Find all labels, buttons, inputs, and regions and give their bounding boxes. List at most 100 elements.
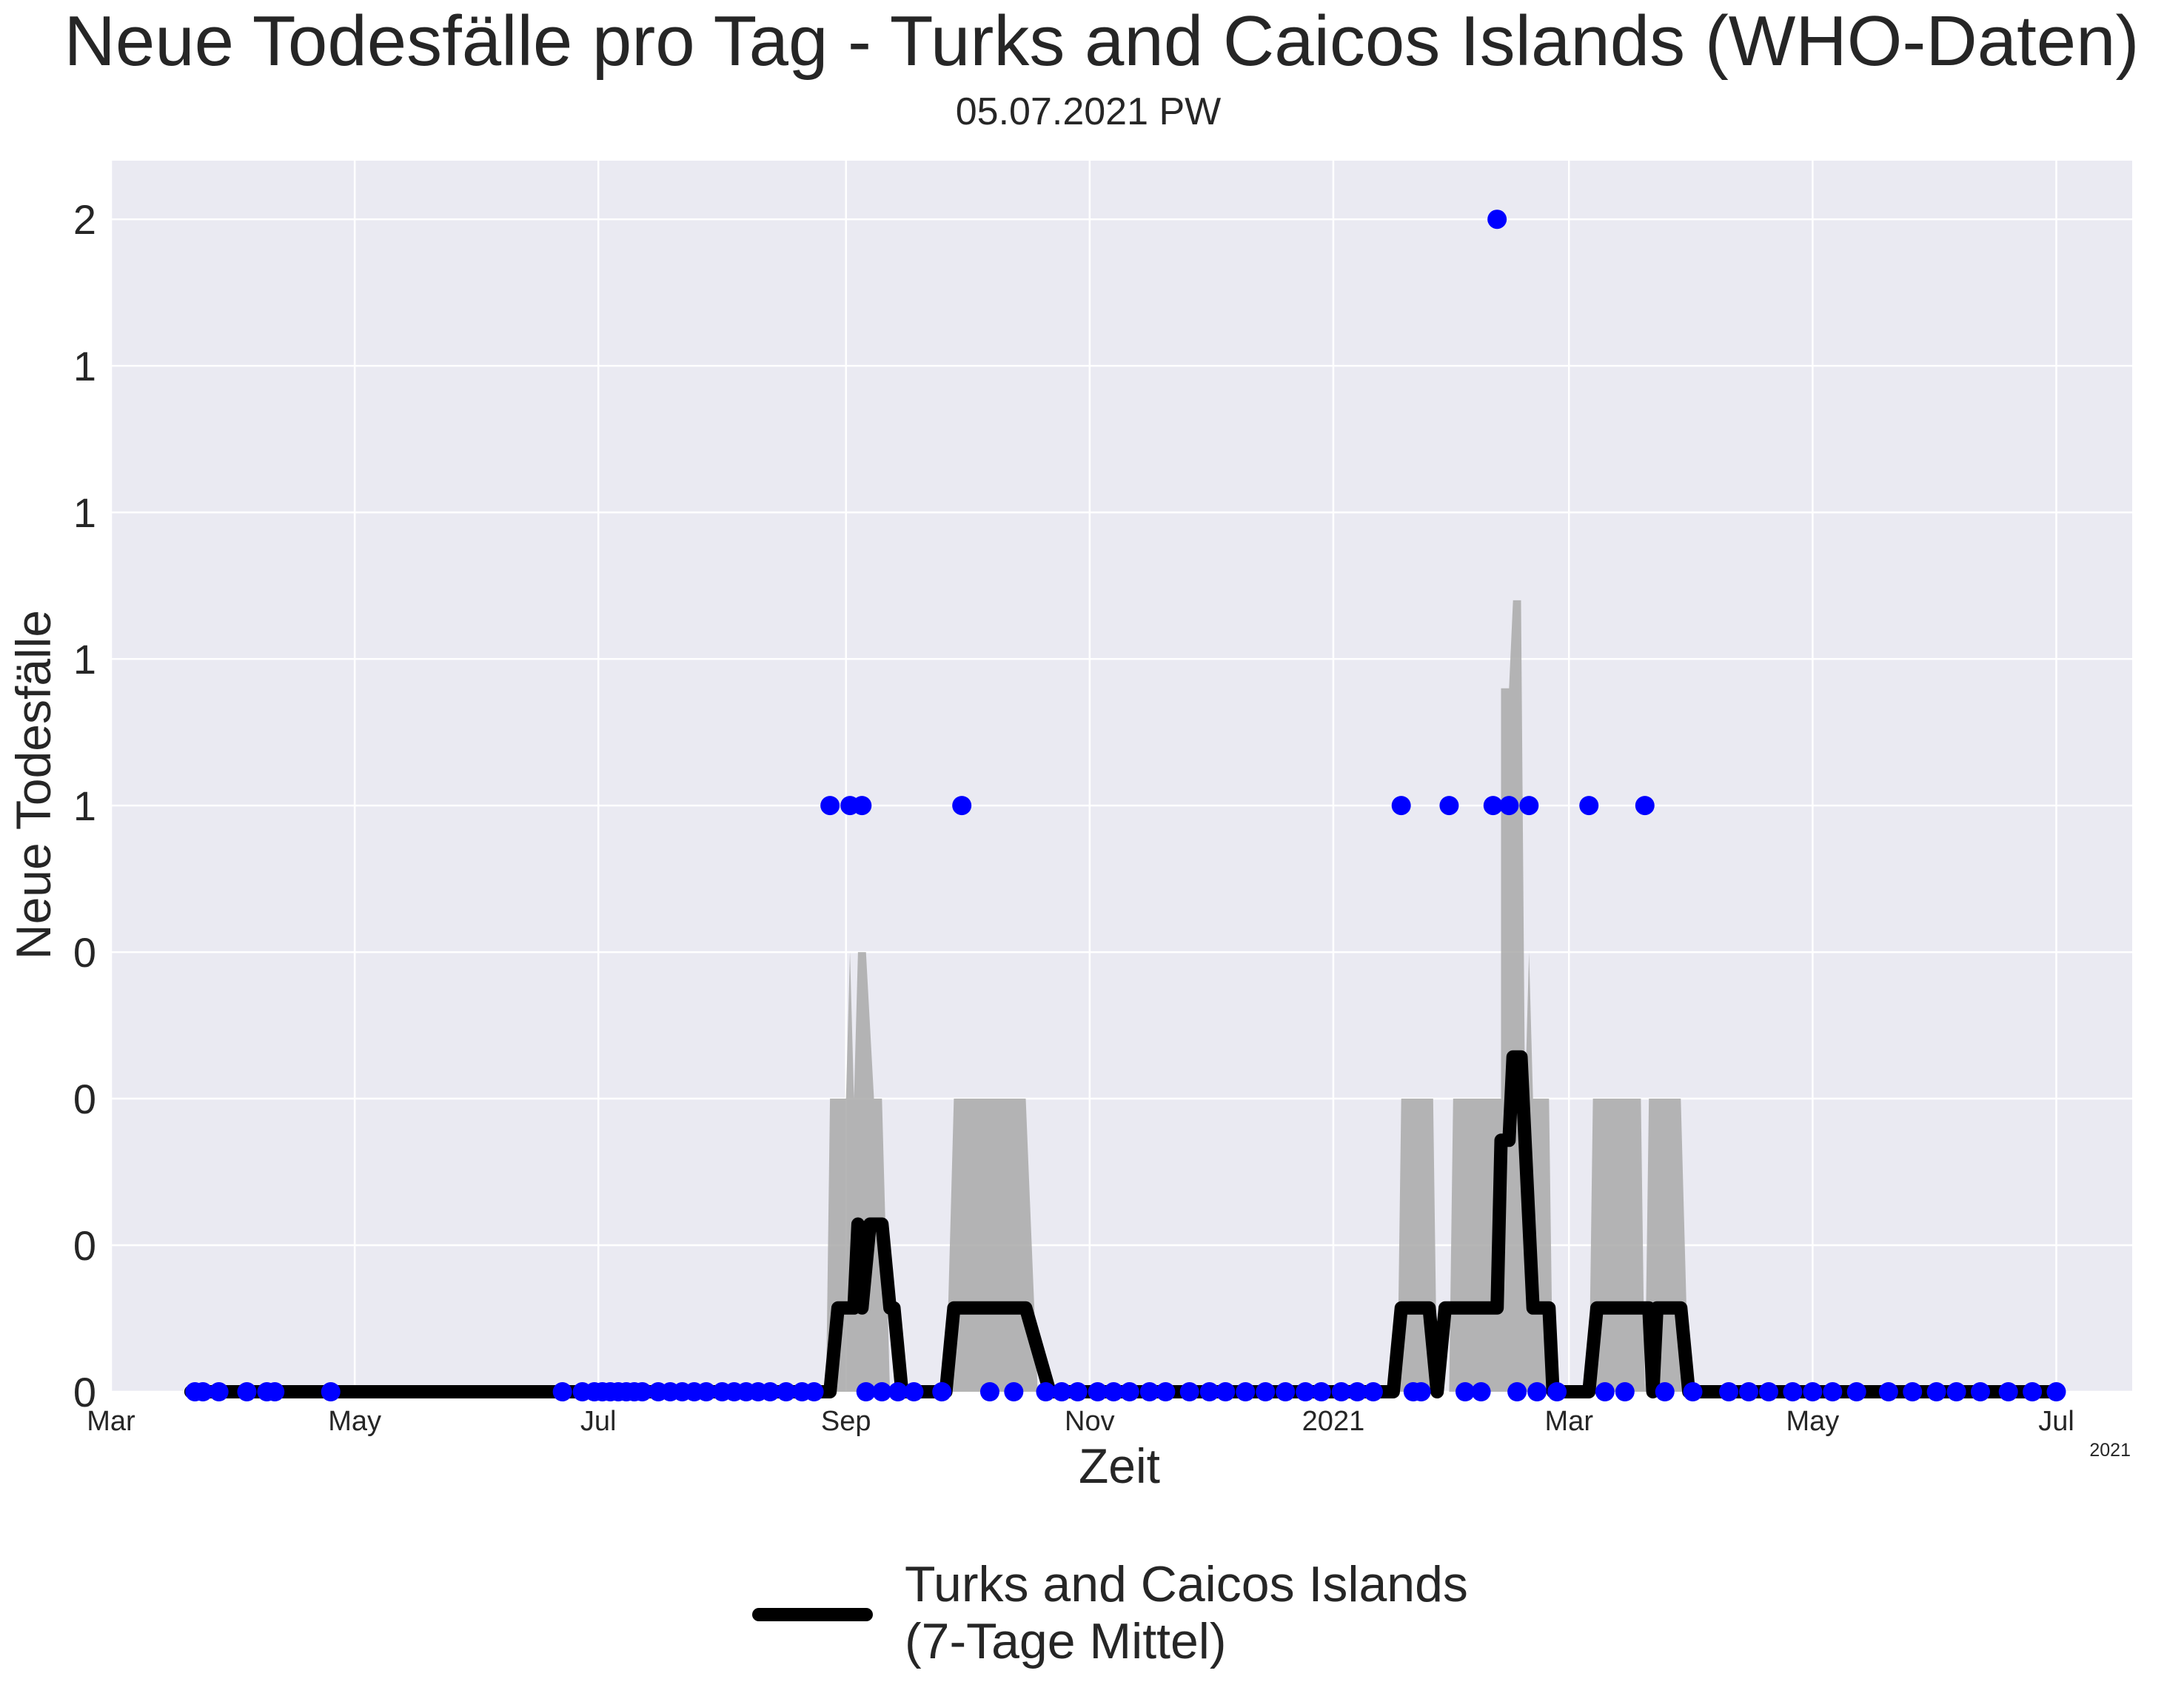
band-area bbox=[825, 600, 1689, 1392]
plot-area bbox=[111, 161, 2132, 1392]
x-tick-label: Mar bbox=[87, 1406, 135, 1437]
daily-point bbox=[856, 1382, 876, 1401]
legend-label-line1: Turks and Caicos Islands bbox=[905, 1556, 1468, 1612]
daily-point bbox=[888, 1382, 908, 1401]
daily-point bbox=[1926, 1382, 1946, 1401]
daily-point bbox=[1455, 1382, 1475, 1401]
daily-point bbox=[1156, 1382, 1176, 1401]
x-tick-label: Jul bbox=[2038, 1406, 2074, 1437]
daily-point bbox=[1579, 796, 1599, 816]
daily-point bbox=[1004, 1382, 1024, 1401]
daily-point bbox=[820, 796, 840, 816]
x-tick-labels: Mar May Jul Sep Nov 2021 Mar May Jul bbox=[87, 1406, 2074, 1437]
daily-point bbox=[1615, 1382, 1635, 1401]
daily-point bbox=[1803, 1382, 1823, 1401]
daily-point bbox=[1595, 1382, 1615, 1401]
daily-point bbox=[1296, 1382, 1316, 1401]
grid bbox=[110, 161, 2132, 1393]
daily-point bbox=[1411, 1382, 1431, 1401]
daily-point bbox=[1783, 1382, 1803, 1401]
daily-point bbox=[265, 1382, 285, 1401]
daily-point bbox=[1823, 1382, 1843, 1401]
y-axis-label: Neue Todesfälle bbox=[6, 610, 61, 959]
daily-point bbox=[952, 796, 972, 816]
daily-point bbox=[1635, 796, 1655, 816]
confidence-band bbox=[825, 600, 1689, 1392]
daily-point bbox=[1256, 1382, 1276, 1401]
daily-point bbox=[1719, 1382, 1739, 1401]
daily-point bbox=[1846, 1382, 1866, 1401]
daily-point bbox=[1739, 1382, 1759, 1401]
daily-point bbox=[1970, 1382, 1990, 1401]
daily-point bbox=[1655, 1382, 1675, 1401]
daily-point bbox=[1179, 1382, 1199, 1401]
y-tick-label: 2 bbox=[73, 196, 96, 243]
daily-point bbox=[209, 1382, 229, 1401]
daily-point bbox=[1236, 1382, 1256, 1401]
y-tick-label: 1 bbox=[73, 343, 96, 389]
daily-point bbox=[1139, 1382, 1159, 1401]
daily-point bbox=[1311, 1382, 1331, 1401]
x-tick-label: Jul bbox=[580, 1406, 617, 1437]
daily-point bbox=[1499, 796, 1519, 816]
daily-point bbox=[979, 1382, 999, 1401]
y-tick-label: 0 bbox=[73, 1076, 96, 1122]
x-tick-label: May bbox=[328, 1406, 381, 1437]
daily-point bbox=[321, 1382, 341, 1401]
x-axis-label: Zeit bbox=[1079, 1438, 1160, 1493]
daily-point bbox=[1331, 1382, 1351, 1401]
daily-point bbox=[776, 1382, 796, 1401]
daily-point bbox=[852, 796, 872, 816]
daily-point bbox=[1519, 796, 1539, 816]
daily-point bbox=[872, 1382, 892, 1401]
legend-label-line2: (7-Tage Mittel) bbox=[905, 1613, 1227, 1669]
daily-point bbox=[2046, 1382, 2066, 1401]
rolling-mean-line-group bbox=[184, 1050, 2063, 1398]
daily-point bbox=[1363, 1382, 1383, 1401]
daily-point bbox=[632, 1382, 652, 1401]
y-tick-label: 1 bbox=[73, 489, 96, 536]
daily-point bbox=[1199, 1382, 1219, 1401]
daily-point bbox=[1946, 1382, 1966, 1401]
daily-point bbox=[237, 1382, 257, 1401]
daily-point bbox=[1527, 1382, 1547, 1401]
daily-point bbox=[1878, 1382, 1898, 1401]
daily-point bbox=[1391, 796, 1411, 816]
x-tick-label: 2021 bbox=[1302, 1406, 1365, 1437]
daily-point bbox=[1547, 1382, 1567, 1401]
daily-point bbox=[1471, 1382, 1491, 1401]
daily-point bbox=[1052, 1382, 1072, 1401]
daily-point bbox=[1216, 1382, 1236, 1401]
daily-point bbox=[696, 1382, 716, 1401]
daily-point bbox=[1507, 1382, 1527, 1401]
x-tick-label: Mar bbox=[1545, 1406, 1594, 1437]
daily-point bbox=[932, 1382, 952, 1401]
daily-point bbox=[1036, 1382, 1056, 1401]
legend: Turks and Caicos Islands (7-Tage Mittel) bbox=[752, 1556, 1468, 1669]
x-offset-label: 2021 bbox=[2089, 1440, 2131, 1461]
daily-point bbox=[193, 1382, 213, 1401]
daily-point bbox=[1276, 1382, 1296, 1401]
daily-point bbox=[1119, 1382, 1139, 1401]
x-tick-label: May bbox=[1786, 1406, 1839, 1437]
y-tick-labels: 0 0 0 0 1 1 1 1 2 bbox=[73, 196, 96, 1415]
rolling-mean-line bbox=[184, 1050, 2063, 1398]
daily-point bbox=[552, 1382, 572, 1401]
daily-point bbox=[2023, 1382, 2043, 1401]
daily-point bbox=[1903, 1382, 1923, 1401]
y-tick-label: 1 bbox=[73, 636, 96, 683]
daily-point bbox=[1104, 1382, 1124, 1401]
daily-point bbox=[1683, 1382, 1703, 1401]
daily-point bbox=[1998, 1382, 2018, 1401]
chart-subtitle: 05.07.2021 PW bbox=[956, 90, 1221, 133]
daily-point bbox=[1439, 796, 1459, 816]
daily-point bbox=[1088, 1382, 1108, 1401]
daily-point bbox=[1759, 1382, 1779, 1401]
daily-point bbox=[1487, 210, 1507, 229]
y-tick-label: 1 bbox=[73, 783, 96, 829]
daily-point bbox=[1483, 796, 1503, 816]
daily-point bbox=[1068, 1382, 1088, 1401]
daily-point bbox=[1347, 1382, 1367, 1401]
x-tick-label: Nov bbox=[1065, 1406, 1115, 1437]
